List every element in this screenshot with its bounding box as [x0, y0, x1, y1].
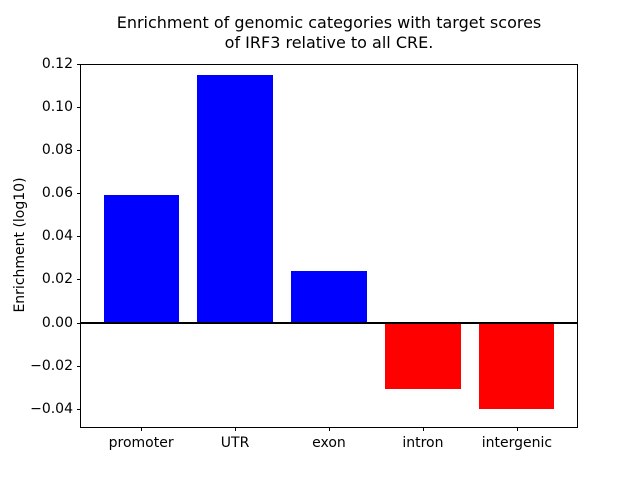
- y-tick-mark: [77, 150, 81, 152]
- y-tick-mark: [77, 408, 81, 410]
- x-tick-label-intron: intron: [402, 435, 444, 451]
- y-tick-label: −0.02: [30, 357, 73, 374]
- y-tick-label: 0.12: [41, 56, 73, 72]
- bar-UTR: [197, 74, 273, 323]
- chart-title: Enrichment of genomic categories with ta…: [116, 13, 542, 52]
- y-tick-mark: [77, 236, 81, 238]
- y-tick-label: 0.08: [41, 142, 73, 159]
- x-tick-mark: [141, 427, 143, 431]
- y-tick-mark: [77, 107, 81, 109]
- bar-promoter: [103, 195, 179, 323]
- y-tick-label: 0.04: [41, 228, 73, 245]
- y-tick-label: 0.10: [41, 99, 73, 116]
- bar-intron: [385, 322, 461, 390]
- x-tick-label-UTR: UTR: [220, 435, 250, 451]
- y-tick-mark: [77, 193, 81, 195]
- y-tick-mark: [77, 64, 81, 65]
- x-tick-label-promoter: promoter: [108, 435, 174, 451]
- bar-intergenic: [479, 322, 555, 409]
- x-tick-mark: [422, 427, 424, 431]
- y-tick-label: 0.00: [41, 314, 73, 331]
- zero-line: [81, 321, 577, 324]
- x-tick-mark: [516, 427, 518, 431]
- y-tick-mark: [77, 279, 81, 281]
- x-tick-label-intergenic: intergenic: [481, 435, 553, 451]
- y-tick-label: −0.04: [30, 400, 73, 417]
- y-tick-mark: [77, 365, 81, 367]
- x-tick-mark: [329, 427, 330, 431]
- bar-exon: [291, 270, 367, 323]
- y-tick-label: 0.02: [41, 271, 73, 288]
- x-tick-mark: [235, 427, 237, 431]
- y-tick-mark: [77, 322, 81, 324]
- y-tick-label: 0.06: [41, 185, 73, 202]
- x-tick-label-exon: exon: [312, 435, 346, 451]
